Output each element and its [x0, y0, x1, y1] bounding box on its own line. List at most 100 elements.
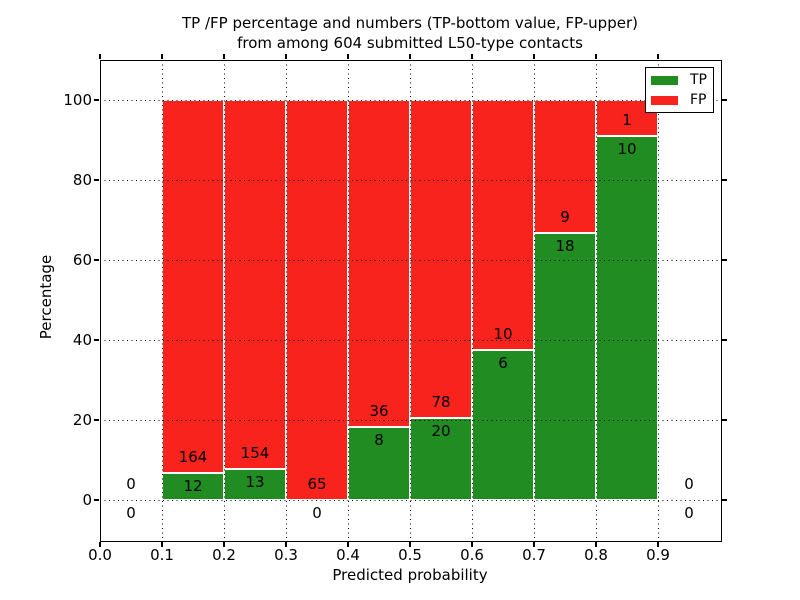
- gridline-x: [533, 60, 535, 540]
- y-tick: [93, 179, 99, 181]
- y-tick-label: 60: [72, 250, 92, 269]
- bar-label-tp-count: 0: [684, 504, 694, 522]
- x-tick: [99, 541, 101, 547]
- y-tick-right: [721, 99, 727, 101]
- x-tick-label: 0.5: [398, 546, 422, 564]
- y-tick-label: 40: [72, 330, 92, 349]
- x-tick-top: [595, 53, 597, 59]
- x-tick-label: 0.1: [150, 546, 174, 564]
- x-axis-label: Predicted probability: [332, 566, 488, 584]
- chart-title-line1: TP /FP percentage and numbers (TP-bottom…: [182, 14, 638, 32]
- bar-segment-fp: [162, 100, 224, 473]
- bar-segment-tp: [162, 472, 224, 500]
- x-tick-label: 0.0: [88, 546, 112, 564]
- gridline-y: [100, 499, 720, 501]
- bar-label-fp-count: 65: [307, 475, 327, 493]
- x-tick-label: 0.3: [274, 546, 298, 564]
- x-tick-top: [533, 53, 535, 59]
- x-tick: [285, 541, 287, 547]
- x-tick-top: [161, 53, 163, 59]
- y-tick-right: [721, 179, 727, 181]
- bar-label-fp-count: 36: [369, 402, 389, 421]
- bar-label-tp-count: 0: [126, 504, 136, 522]
- bar-segment-fp: [410, 100, 472, 419]
- bar-segment-fp: [472, 100, 534, 350]
- gridline-x: [657, 60, 659, 540]
- gridline-x: [223, 60, 225, 540]
- x-tick-label: 0.2: [212, 546, 236, 564]
- x-tick: [409, 541, 411, 547]
- x-tick-top: [409, 53, 411, 59]
- bar-segment-tp: [534, 233, 596, 500]
- bar-label-tp-count: 0: [312, 504, 322, 522]
- gridline-y: [100, 99, 720, 101]
- y-tick: [93, 99, 99, 101]
- bar-label-tp-count: 10: [617, 140, 637, 159]
- bar-label-fp-count: 9: [560, 208, 570, 227]
- bar-label-tp-count: 8: [374, 431, 384, 450]
- x-tick: [595, 541, 597, 547]
- x-tick: [471, 541, 473, 547]
- x-tick-label: 0.7: [522, 546, 546, 564]
- gridline-x: [161, 60, 163, 540]
- gridline-y: [100, 419, 720, 421]
- x-tick-top: [657, 53, 659, 59]
- x-tick: [223, 541, 225, 547]
- x-tick-top: [471, 53, 473, 59]
- legend-item-tp: TP: [651, 73, 708, 87]
- gridline-x: [409, 60, 411, 540]
- chart-title: TP /FP percentage and numbers (TP-bottom…: [100, 13, 720, 53]
- bar-label-tp-count: 13: [245, 472, 265, 491]
- y-tick: [93, 259, 99, 261]
- gridline-x: [471, 60, 473, 540]
- y-axis-label: Percentage: [37, 254, 55, 340]
- bar-label-tp-count: 18: [555, 237, 575, 256]
- x-tick: [347, 541, 349, 547]
- y-tick-label: 100: [63, 90, 92, 109]
- x-tick-label: 0.4: [336, 546, 360, 564]
- y-tick-right: [721, 419, 727, 421]
- bar-segment-tp: [410, 418, 472, 500]
- legend: TP FP: [645, 67, 714, 113]
- x-tick: [161, 541, 163, 547]
- bar-label-fp-count: 78: [431, 393, 451, 412]
- x-tick: [657, 541, 659, 547]
- bar-segment-tp: [224, 468, 286, 500]
- x-tick-label: 0.9: [646, 546, 670, 564]
- bar-label-fp-count: 164: [178, 447, 208, 466]
- y-tick: [93, 419, 99, 421]
- legend-item-fp: FP: [651, 93, 708, 107]
- y-tick: [93, 339, 99, 341]
- legend-swatch-fp-icon: [651, 95, 678, 105]
- x-tick-top: [99, 53, 101, 59]
- bar-label-fp-count: 154: [240, 443, 270, 462]
- legend-label-fp: FP: [690, 92, 707, 108]
- gridline-x: [285, 60, 287, 540]
- bar-label-fp-count: 1: [622, 111, 632, 130]
- x-tick-top: [347, 53, 349, 59]
- x-tick-label: 0.6: [460, 546, 484, 564]
- y-tick-label: 0: [82, 490, 92, 509]
- bar-segment-tp: [596, 136, 658, 500]
- gridline-x: [347, 60, 349, 540]
- chart-title-line2: from among 604 submitted L50-type contac…: [237, 34, 583, 52]
- x-tick-label: 0.8: [584, 546, 608, 564]
- legend-label-tp: TP: [690, 72, 707, 88]
- bar-label-fp-count: 0: [684, 475, 694, 493]
- x-tick-top: [285, 53, 287, 59]
- x-tick-top: [223, 53, 225, 59]
- bar-segment-fp: [286, 100, 348, 500]
- bar-label-tp-count: 6: [498, 354, 508, 372]
- y-tick: [93, 499, 99, 501]
- bar-label-tp-count: 12: [183, 476, 203, 495]
- y-tick-label: 20: [72, 410, 92, 429]
- gridline-y: [100, 339, 720, 341]
- bar-segment-fp: [348, 100, 410, 428]
- gridline-x: [595, 60, 597, 540]
- gridline-y: [100, 259, 720, 261]
- bar-label-tp-count: 20: [431, 422, 451, 441]
- bar-segment-fp: [224, 100, 286, 469]
- x-tick: [533, 541, 535, 547]
- y-tick-right: [721, 339, 727, 341]
